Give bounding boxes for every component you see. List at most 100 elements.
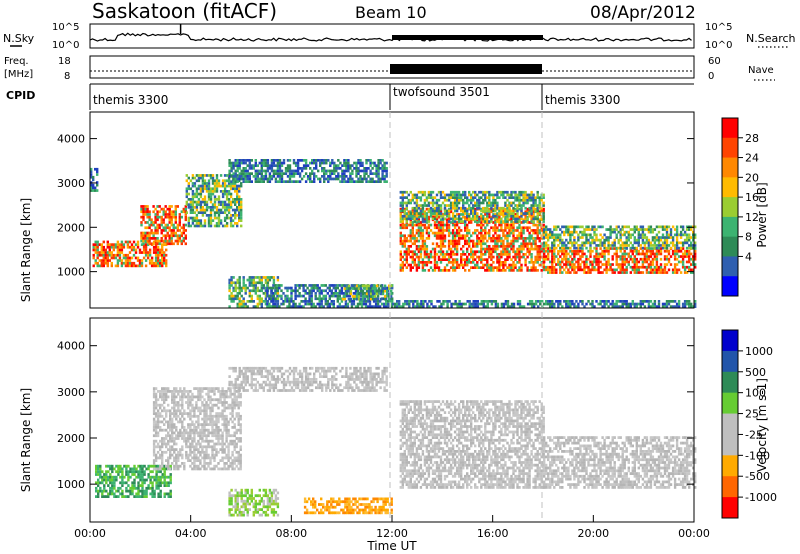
echo-cell: [455, 198, 459, 202]
echo-cell: [446, 302, 449, 306]
echo-cell: [468, 204, 471, 207]
echo-cell: [647, 302, 651, 306]
echo-cell: [474, 250, 477, 254]
echo-cell: [500, 239, 503, 243]
echo-cell: [611, 244, 614, 247]
echo-cell: [551, 252, 554, 256]
echo-cell: [294, 164, 298, 167]
echo-cell: [488, 266, 491, 269]
echo-cell: [472, 300, 475, 303]
echo-region-4: [228, 159, 388, 183]
echo-cell: [536, 237, 539, 240]
echo-cell: [447, 223, 451, 227]
echo-cell: [403, 263, 406, 267]
echo-cell: [549, 300, 552, 303]
echo-cell: [538, 231, 541, 235]
echo-cell: [402, 302, 405, 306]
echo-cell: [486, 305, 489, 308]
echo-cell: [343, 284, 347, 288]
echo-cell: [352, 302, 356, 306]
echo-cell: [102, 261, 105, 265]
echo-cell: [457, 214, 461, 218]
echo-cell: [510, 209, 513, 213]
echo-cell: [140, 205, 143, 208]
echo-cell: [464, 261, 467, 264]
echo-cell: [217, 219, 221, 222]
echo-cell: [543, 249, 546, 253]
echo-cell: [427, 209, 431, 213]
echo-cell: [498, 258, 501, 261]
echo-cell: [504, 269, 507, 272]
echo-cell: [692, 257, 695, 261]
echo-cell: [272, 159, 276, 162]
echo-cell: [199, 192, 203, 196]
echo-cell: [647, 241, 651, 245]
echo-cell: [250, 297, 253, 301]
echo-cell: [615, 260, 618, 264]
echo-cell: [409, 212, 412, 215]
echo-cell: [502, 220, 505, 223]
echo-cell: [449, 253, 453, 256]
echo-cell: [599, 271, 602, 274]
echo-cell: [508, 223, 511, 227]
echo-cell: [238, 167, 241, 170]
echo-cell: [627, 244, 630, 247]
echo-cell: [538, 258, 541, 261]
echo-cell: [502, 263, 505, 267]
echo-cell: [542, 263, 545, 267]
echo-cell: [156, 261, 160, 265]
echo-cell: [506, 255, 509, 259]
echo-cell: [530, 212, 533, 215]
echo-cell: [619, 265, 622, 269]
echo-cell: [156, 242, 159, 246]
echo-cell: [254, 164, 257, 167]
echo-cell: [457, 231, 461, 235]
echo-cell: [663, 268, 667, 272]
echo-cell: [528, 261, 531, 264]
echo-cell: [435, 253, 439, 256]
echo-cell: [420, 305, 423, 308]
echo-cell: [350, 305, 354, 308]
echo-cell: [543, 244, 546, 247]
echo-cell: [132, 261, 136, 265]
echo-cell: [567, 271, 570, 274]
echo-cell: [98, 243, 101, 246]
echo-cell: [325, 159, 328, 162]
echo-cell: [490, 237, 493, 240]
echo-cell: [553, 260, 556, 264]
echo-cell: [673, 249, 677, 253]
echo-cell: [230, 294, 233, 298]
echo-cell: [187, 219, 190, 222]
echo-cell: [443, 209, 447, 213]
echo-cell: [663, 236, 667, 239]
echo-cell: [520, 209, 523, 213]
echo-cell: [306, 175, 310, 178]
echo-cell: [415, 253, 419, 256]
echo-cell: [667, 300, 671, 303]
echo-cell: [643, 233, 647, 237]
echo-cell: [675, 228, 679, 231]
echo-cell: [215, 187, 219, 191]
echo-cell: [551, 241, 554, 245]
echo-cell: [653, 228, 657, 231]
echo-cell: [431, 269, 435, 272]
echo-cell: [653, 300, 657, 303]
echo-cell: [413, 239, 416, 243]
echo-cell: [496, 302, 500, 306]
echo-cell: [609, 228, 612, 231]
echo-cell: [433, 212, 437, 215]
echo-cell: [415, 204, 419, 207]
echo-cell: [625, 241, 628, 245]
echo-cell: [500, 255, 503, 259]
echo-cell: [272, 169, 276, 173]
echo-cell: [411, 242, 414, 246]
echo-cell: [512, 266, 515, 269]
echo-cell: [236, 214, 239, 217]
echo-cell: [399, 263, 402, 267]
echo-cell: [213, 179, 217, 183]
echo-cell: [232, 300, 235, 303]
echo-cell: [254, 175, 257, 178]
echo-region-9: [399, 190, 545, 223]
echo-cell: [443, 239, 447, 243]
echo-cell: [272, 297, 275, 301]
